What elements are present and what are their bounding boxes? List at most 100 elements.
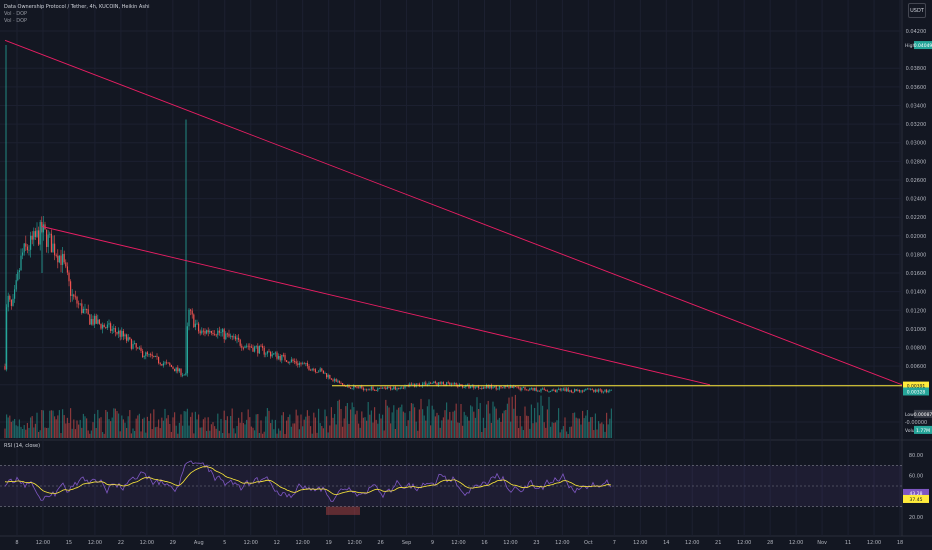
volume-bar	[604, 431, 606, 438]
candle-body	[404, 385, 406, 389]
volume-bar	[209, 430, 211, 438]
candle-body	[39, 222, 41, 245]
candle-body	[423, 382, 425, 384]
volume-bar	[76, 420, 78, 438]
rsi-legend[interactable]: RSI (14, close)	[4, 443, 41, 449]
candle-body	[134, 343, 136, 344]
volume-legend-1[interactable]: Vol · DOP	[4, 11, 28, 17]
volume-bar	[36, 412, 38, 438]
price-label-text: 1.77M	[916, 428, 930, 434]
candle-body	[350, 387, 352, 389]
currency-button[interactable]: USDT	[908, 3, 926, 18]
candle-body	[452, 383, 454, 385]
candle-body	[345, 386, 347, 387]
price-label-text: 0.00328	[907, 389, 926, 395]
volume-bar	[49, 410, 51, 438]
candle-body	[258, 345, 260, 354]
volume-bar	[105, 409, 107, 438]
volume-bar	[66, 417, 68, 438]
candle-body	[20, 255, 22, 271]
candle-body	[401, 387, 403, 389]
candle-body	[308, 366, 310, 370]
volume-bar	[306, 410, 308, 438]
candle-body	[242, 347, 244, 349]
candle-body	[374, 389, 376, 391]
volume-bar	[358, 423, 360, 438]
candle-body	[263, 347, 265, 355]
candle-body	[353, 385, 355, 389]
candle-body	[482, 387, 484, 389]
candle-body	[166, 362, 168, 364]
volume-bar	[302, 426, 304, 438]
candle-body	[100, 323, 102, 329]
candle-body	[426, 384, 428, 386]
volume-bar	[198, 414, 200, 438]
time-axis-label: 12:00	[451, 540, 465, 546]
candle-body	[140, 347, 142, 351]
candle-body	[574, 389, 576, 393]
volume-bar	[84, 416, 86, 438]
time-axis-label: 22	[118, 540, 124, 546]
volume-bar	[266, 408, 268, 438]
time-axis-label: 18	[897, 540, 903, 546]
candle-body	[556, 389, 558, 392]
candle-body	[526, 389, 528, 391]
volume-bar	[218, 430, 220, 438]
volume-bar	[68, 423, 70, 438]
volume-bar	[338, 399, 340, 438]
candle-body	[106, 324, 108, 328]
time-axis-label: 12:00	[347, 540, 361, 546]
volume-bar	[450, 420, 452, 438]
volume-bar	[534, 407, 536, 438]
volume-bar	[154, 427, 156, 438]
volume-bar	[111, 417, 113, 438]
volume-bar	[273, 429, 275, 438]
candle-body	[348, 385, 350, 388]
candle-body	[274, 352, 276, 354]
volume-bar	[318, 408, 320, 438]
candle-body	[182, 374, 184, 376]
candle-body	[318, 371, 320, 373]
candle-body	[436, 383, 438, 386]
candle-body	[266, 351, 268, 354]
volume-bar	[191, 412, 193, 438]
candle-body	[132, 343, 134, 349]
volume-bar	[159, 428, 161, 438]
candle-body	[455, 383, 457, 385]
price-axis-label: -0.00000	[905, 420, 927, 426]
volume-bar	[426, 406, 428, 438]
volume-bar	[223, 410, 225, 438]
candle-body	[122, 330, 124, 337]
candle-body	[537, 390, 539, 392]
volume-bar	[393, 405, 395, 438]
volume-bar	[386, 405, 388, 438]
candle-body	[196, 323, 198, 325]
candle-body	[142, 350, 144, 358]
volume-legend-2[interactable]: Vol · DOP	[4, 18, 28, 24]
volume-bar	[196, 419, 198, 438]
candle-body	[103, 324, 105, 328]
price-axis-label: 0.04200	[906, 29, 927, 35]
candle-body	[137, 347, 139, 349]
volume-bar	[322, 428, 324, 438]
candle-body	[447, 382, 449, 384]
candle-body	[434, 381, 436, 384]
volume-bar	[564, 417, 566, 438]
volume-bar	[370, 410, 372, 438]
volume-bar	[134, 430, 136, 438]
candle-body	[361, 385, 363, 389]
volume-bar	[607, 424, 609, 438]
candle-body	[394, 386, 396, 390]
volume-bar	[14, 418, 16, 438]
candle-body	[583, 390, 585, 392]
volume-bar	[442, 417, 444, 438]
volume-bar	[252, 427, 254, 438]
candle-body	[273, 353, 275, 355]
volume-bar	[294, 423, 296, 438]
candle-body	[108, 323, 110, 325]
volume-bar	[145, 432, 147, 438]
symbol-title[interactable]: Data Ownership Protocol / Tether, 4h, KU…	[4, 4, 150, 10]
candle-body	[86, 308, 88, 310]
candle-body	[386, 387, 388, 389]
candle-body	[542, 388, 544, 390]
